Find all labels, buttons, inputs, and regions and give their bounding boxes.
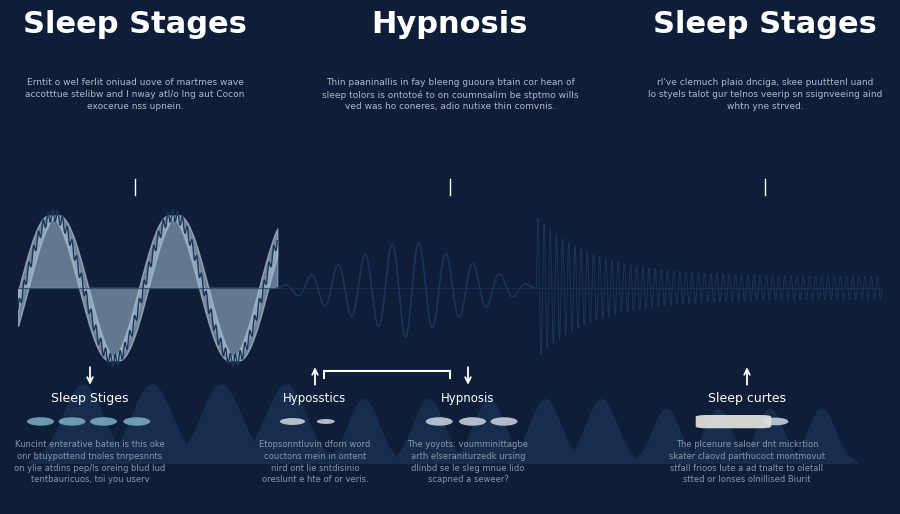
Text: Erntit o wel ferlit oniuad uove of martmes wave
accotttue stelibw and I nway atl: Erntit o wel ferlit oniuad uove of martm… xyxy=(25,78,245,111)
FancyBboxPatch shape xyxy=(696,415,771,428)
Ellipse shape xyxy=(459,417,486,426)
Ellipse shape xyxy=(27,417,54,426)
Text: Hypnosis: Hypnosis xyxy=(372,10,528,39)
Ellipse shape xyxy=(491,417,518,426)
Text: Etopsonntluvin dforn word
couctons mein in ontent
nird ont lie sntdisinio
oreslu: Etopsonntluvin dforn word couctons mein … xyxy=(259,440,371,484)
Text: Sleep curtes: Sleep curtes xyxy=(708,392,786,405)
Text: Hyposstics: Hyposstics xyxy=(284,392,346,405)
Ellipse shape xyxy=(763,417,788,426)
Ellipse shape xyxy=(426,417,453,426)
Text: Thin paaninallis in fay bleeng guoura btain cor hean of
sleep tolors is ontotoé : Thin paaninallis in fay bleeng guoura bt… xyxy=(322,78,578,112)
Text: Sleep Stiges: Sleep Stiges xyxy=(51,392,129,405)
Ellipse shape xyxy=(280,418,305,425)
Text: Sleep Stages: Sleep Stages xyxy=(653,10,877,39)
Ellipse shape xyxy=(317,419,335,424)
Text: Sleep Stages: Sleep Stages xyxy=(23,10,247,39)
Text: The yoyots: voumminittagbe
arth elseraniturzedk ursing
dlinbd se le sleg mnue li: The yoyots: voumminittagbe arth elserani… xyxy=(408,440,528,484)
Text: The plcenure saloer dnt mickrtion
skater claovd parthucoct montmovut
stfall frio: The plcenure saloer dnt mickrtion skater… xyxy=(669,440,825,484)
Text: rl've clemuch plaio dnciga, skee puutttenl uand
lo styels talot gur telnos veeri: rl've clemuch plaio dnciga, skee puuttte… xyxy=(648,78,882,111)
Ellipse shape xyxy=(58,417,86,426)
Ellipse shape xyxy=(123,417,150,426)
Text: Hypnosis: Hypnosis xyxy=(441,392,495,405)
Text: Kuncint enterative baten is this oke
onr btuypottend tnoles tnrpesnnts
on ylie a: Kuncint enterative baten is this oke onr… xyxy=(14,440,166,484)
Ellipse shape xyxy=(90,417,117,426)
